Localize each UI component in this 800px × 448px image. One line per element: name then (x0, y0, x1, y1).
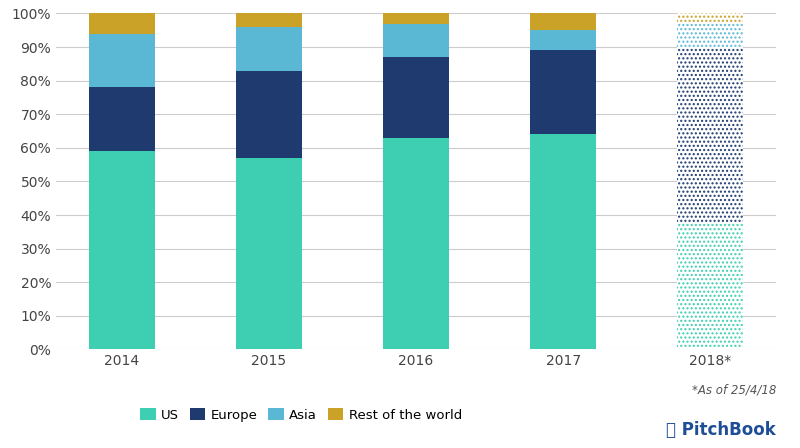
Bar (89, 87, 155, 151)
Bar (530, 51, 596, 134)
Bar (236, 27, 302, 70)
Text: ⛵ PitchBook: ⛵ PitchBook (666, 421, 776, 439)
Bar (677, 47, 743, 222)
Bar (677, 23, 743, 47)
Bar (383, 23, 449, 57)
Bar (677, 13, 743, 23)
Bar (677, 13, 743, 23)
Bar (383, 138, 449, 349)
Bar (677, 47, 743, 222)
Bar (677, 222, 743, 349)
Bar (89, 151, 155, 349)
Legend: US, Europe, Asia, Rest of the world: US, Europe, Asia, Rest of the world (134, 403, 467, 427)
Bar (383, 13, 449, 23)
Text: *As of 25/4/18: *As of 25/4/18 (692, 383, 776, 396)
Bar (383, 57, 449, 138)
Bar (530, 13, 596, 30)
Bar (236, 13, 302, 27)
Bar (89, 13, 155, 34)
Bar (236, 158, 302, 349)
Bar (530, 30, 596, 50)
Bar (89, 34, 155, 87)
Bar (677, 23, 743, 47)
Bar (236, 70, 302, 158)
Bar (530, 134, 596, 349)
Bar (677, 222, 743, 349)
